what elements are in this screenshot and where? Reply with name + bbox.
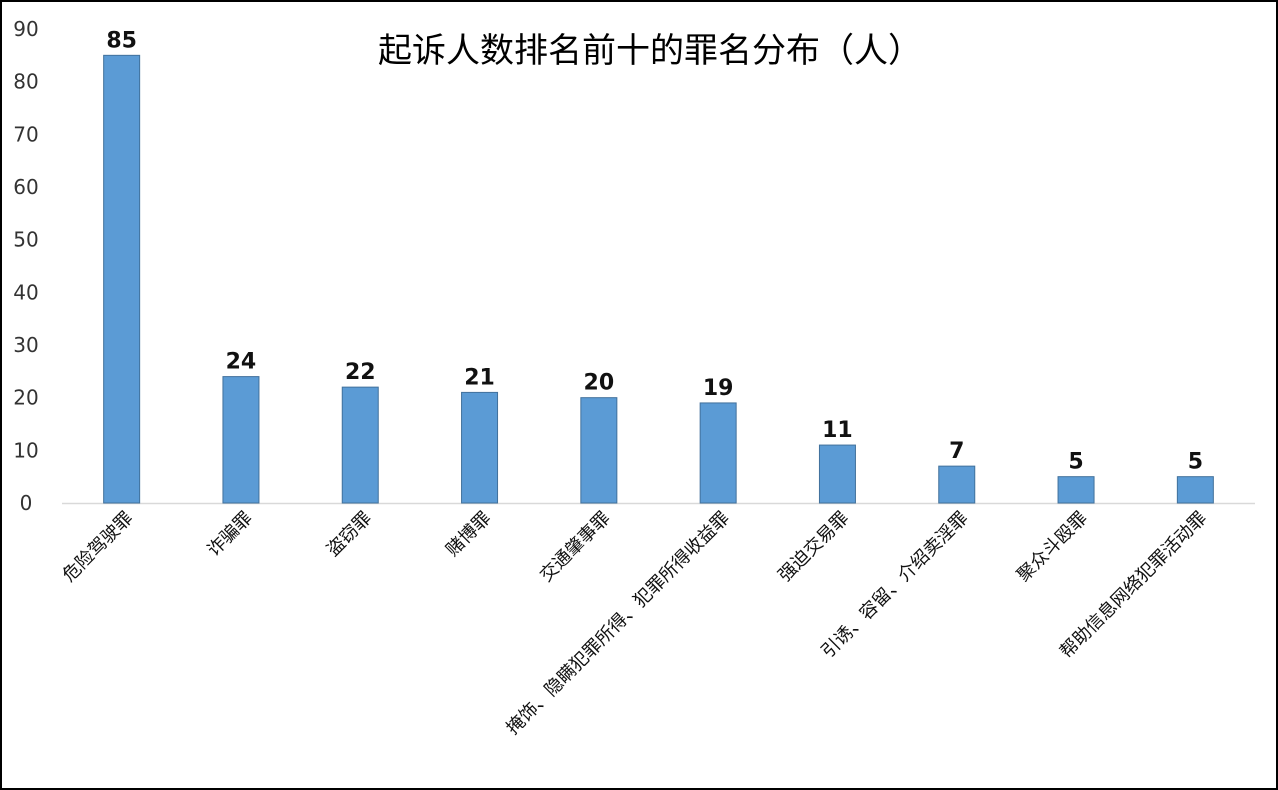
x-tick-label: 盗窃罪 bbox=[323, 508, 376, 561]
y-tick-label: 20 bbox=[13, 386, 38, 410]
x-tick-label: 诈骗罪 bbox=[203, 508, 256, 561]
y-tick-label: 80 bbox=[13, 70, 38, 94]
data-label: 20 bbox=[584, 371, 615, 396]
y-tick-label: 0 bbox=[20, 491, 33, 515]
y-tick-label: 70 bbox=[13, 122, 38, 146]
bar bbox=[341, 386, 379, 504]
bar bbox=[1176, 476, 1214, 504]
bar bbox=[103, 54, 141, 504]
bar bbox=[461, 391, 499, 504]
data-label: 11 bbox=[822, 418, 853, 443]
y-tick-label: 40 bbox=[13, 280, 38, 304]
bar bbox=[580, 397, 618, 504]
x-tick-label: 交通肇事罪 bbox=[536, 508, 614, 586]
bar bbox=[818, 444, 856, 504]
bar bbox=[1057, 476, 1095, 504]
x-tick-label: 危险驾驶罪 bbox=[59, 508, 137, 586]
x-tick-label: 掩饰、隐瞒犯罪所得、犯罪所得收益罪 bbox=[502, 508, 733, 739]
bar bbox=[222, 376, 260, 504]
data-label: 24 bbox=[226, 350, 257, 375]
y-tick-label: 90 bbox=[13, 17, 38, 41]
bar bbox=[938, 465, 976, 504]
x-tick-label: 聚众斗殴罪 bbox=[1013, 508, 1091, 586]
data-label: 7 bbox=[949, 439, 964, 464]
data-label: 22 bbox=[345, 360, 376, 385]
data-label: 5 bbox=[1188, 450, 1203, 475]
y-tick-label: 10 bbox=[13, 438, 38, 462]
y-tick-label: 50 bbox=[13, 228, 38, 252]
data-label: 85 bbox=[106, 28, 137, 53]
x-tick-label: 强迫交易罪 bbox=[774, 508, 852, 586]
chart-title: 起诉人数排名前十的罪名分布（人） bbox=[378, 31, 922, 71]
x-tick-label: 赌博罪 bbox=[442, 508, 495, 561]
data-label: 19 bbox=[703, 376, 734, 401]
data-label: 5 bbox=[1068, 450, 1083, 475]
data-label: 21 bbox=[464, 365, 495, 390]
y-tick-label: 60 bbox=[13, 175, 38, 199]
bar bbox=[699, 402, 737, 504]
y-tick-label: 30 bbox=[13, 333, 38, 357]
